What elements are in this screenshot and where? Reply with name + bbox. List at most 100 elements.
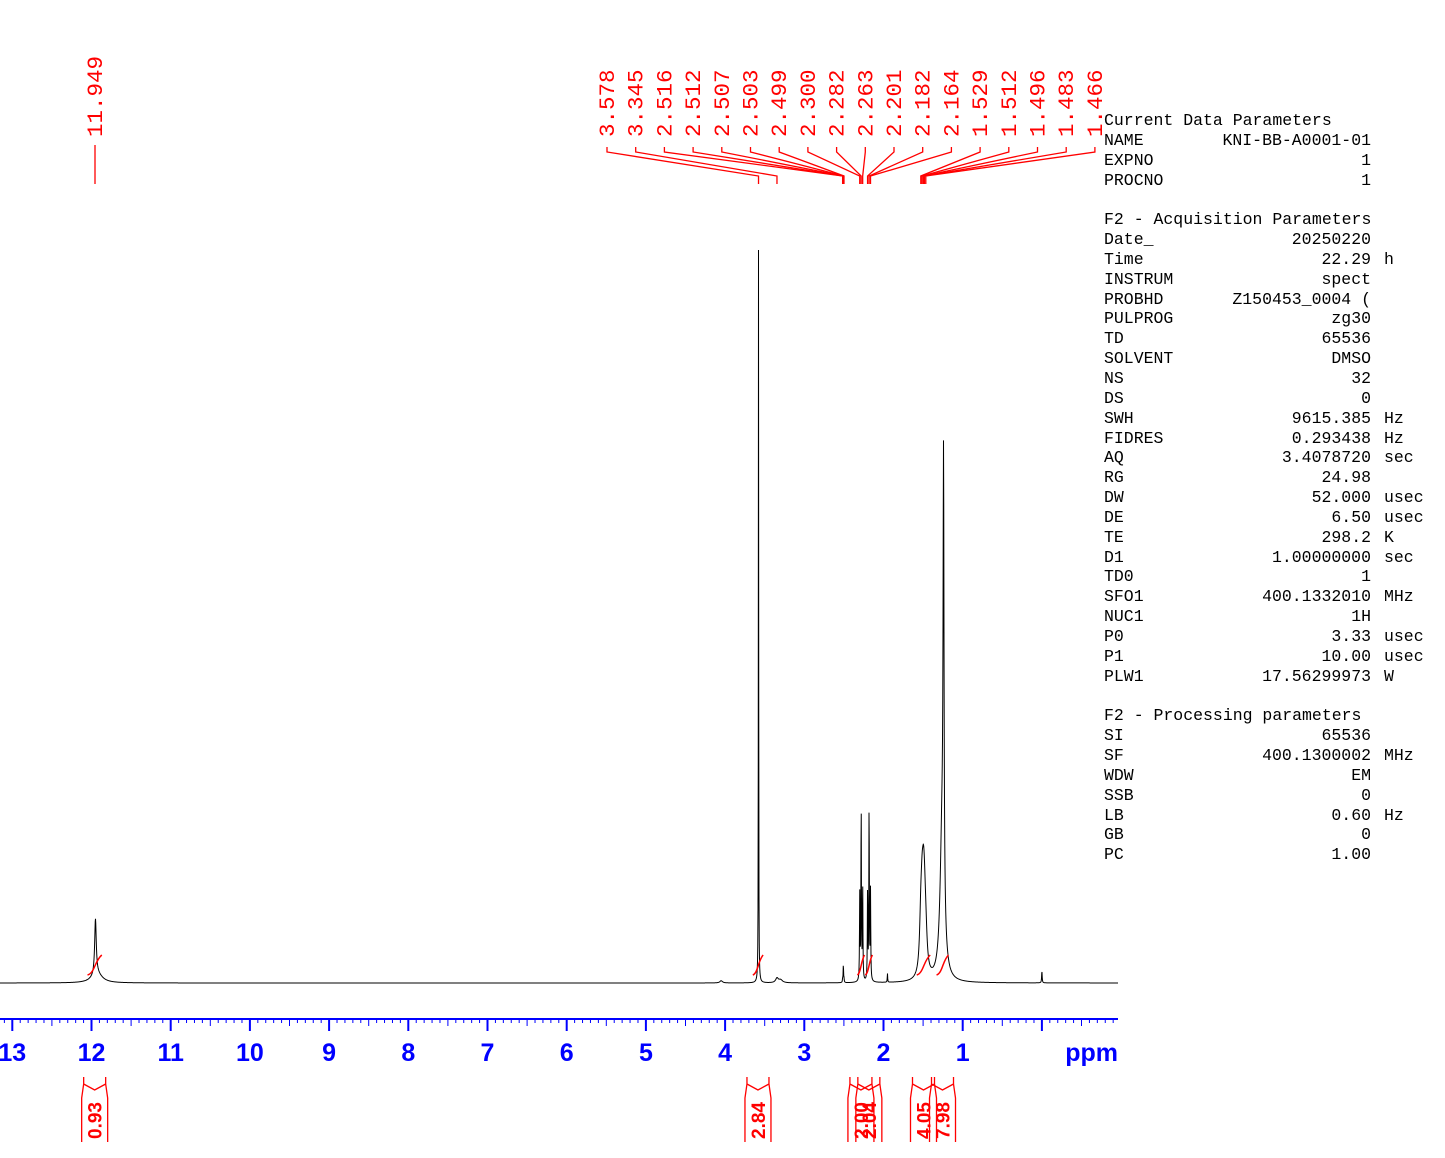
- current-params-list: NAME KNI-BB-A0001-01 EXPNO 1 PROCNO 1: [1104, 131, 1439, 191]
- param-value: 22.29: [1321, 249, 1371, 269]
- peak-label: 2.300: [796, 69, 822, 137]
- param-value: 400.1332010: [1262, 587, 1371, 607]
- x-tick-label: 5: [639, 1039, 653, 1067]
- integral-value: 2.84: [749, 1102, 770, 1139]
- param-unit: Hz: [1384, 805, 1404, 825]
- param-value: KNI-BB-A0001-01: [1222, 130, 1371, 150]
- processing-params-list: SI 65536 SF 400.1300002 MHz WDW EM SSB 0 LB 0.60 Hz…: [1104, 726, 1439, 865]
- peak-label-connector: [778, 147, 845, 184]
- integral-group: 0.93 2.84 2.002.04 4.057.98: [81, 954, 957, 1142]
- param-row-nuc1: NUC1 1H: [1104, 607, 1439, 627]
- peak-label-connector: [835, 147, 862, 184]
- param-row-si: SI 65536: [1104, 726, 1439, 746]
- param-row-pulprog: PULPROG zg30: [1104, 309, 1439, 329]
- param-value: 0.60: [1331, 805, 1371, 825]
- param-key: EXPNO: [1104, 150, 1154, 170]
- peak-label: 2.512: [681, 69, 707, 137]
- param-value: EM: [1351, 765, 1371, 785]
- param-key: LB: [1104, 805, 1124, 825]
- param-unit: Hz: [1384, 408, 1404, 428]
- peak-label: 2.507: [710, 69, 736, 137]
- param-value: 9615.385: [1291, 408, 1371, 428]
- param-key: PULPROG: [1104, 309, 1174, 329]
- param-row-dw: DW 52.000 usec: [1104, 488, 1439, 508]
- x-tick-label: 1: [956, 1039, 970, 1067]
- param-row-date: Date_ 20250220: [1104, 230, 1439, 250]
- param-unit: sec: [1384, 448, 1414, 468]
- param-unit: usec: [1384, 646, 1424, 666]
- param-value: 17.56299973: [1262, 666, 1371, 686]
- integral-value: 0.93: [86, 1102, 107, 1139]
- param-value: 1.00: [1331, 845, 1371, 865]
- peak-label-connector: [721, 147, 844, 184]
- peak-label-connector: [923, 147, 1067, 184]
- param-row-swh: SWH 9615.385 Hz: [1104, 409, 1439, 429]
- param-row-time: Time 22.29 h: [1104, 250, 1439, 270]
- param-row-plw1: PLW1 17.56299973 W: [1104, 667, 1439, 687]
- integral-value: 7.98: [934, 1102, 955, 1139]
- spectrum-trace: [0, 249, 1118, 984]
- integral-bracket: [81, 1077, 109, 1142]
- integral-bracket: [928, 1077, 957, 1142]
- integral-curve: [936, 954, 950, 976]
- peak-label: 2.164: [939, 69, 965, 137]
- param-value: 52.000: [1311, 488, 1371, 508]
- peak-label: 1.496: [1026, 69, 1052, 137]
- peak-label: 2.182: [911, 69, 937, 137]
- param-row-p0: P0 3.33 usec: [1104, 627, 1439, 647]
- param-row-gb: GB 0: [1104, 825, 1439, 845]
- param-row-p1: P1 10.00 usec: [1104, 647, 1439, 667]
- x-tick-label: 4: [718, 1039, 732, 1067]
- param-key: SSB: [1104, 785, 1134, 805]
- x-tick-label: 3: [797, 1039, 811, 1067]
- param-key: P0: [1104, 626, 1124, 646]
- param-value: 1.00000000: [1271, 547, 1371, 567]
- x-tick-label: 6: [560, 1039, 574, 1067]
- param-value: 298.2: [1321, 527, 1371, 547]
- param-unit: MHz: [1384, 587, 1414, 607]
- acquisition-params-list: Date_ 20250220 Time 22.29 h INSTRUM spect PROBH…: [1104, 230, 1439, 686]
- peak-labels: 11.949 3.578 3.345 2.516 2.512 2.507 2.503 2.49…: [83, 56, 1109, 184]
- param-key: SOLVENT: [1104, 349, 1174, 369]
- param-key: TE: [1104, 527, 1124, 547]
- param-key: GB: [1104, 825, 1124, 845]
- param-unit: usec: [1384, 507, 1424, 527]
- param-value: 1: [1361, 567, 1371, 587]
- param-row-ssb: SSB 0: [1104, 786, 1439, 806]
- param-unit: sec: [1384, 547, 1414, 567]
- integral-bracket: [744, 1077, 772, 1142]
- x-axis-label: ppm: [1065, 1039, 1118, 1067]
- spectrum-trace-group: [0, 249, 1118, 984]
- x-tick-label: 7: [481, 1039, 495, 1067]
- param-row-pc: PC 1.00: [1104, 845, 1439, 865]
- param-row-procno: PROCNO 1: [1104, 171, 1439, 191]
- parameters-panel: Current Data Parameters NAME KNI-BB-A0001…: [1104, 111, 1439, 865]
- param-value: 1H: [1351, 607, 1371, 627]
- ppm-axis: 13 12 11 10 9 8 7 6 5 4 3 2 1: [0, 1018, 1118, 1067]
- x-tick-label: 2: [877, 1039, 891, 1067]
- param-value: 6.50: [1331, 507, 1371, 527]
- param-unit: h: [1384, 249, 1394, 269]
- param-value: 400.1300002: [1262, 746, 1371, 765]
- param-key: PROBHD: [1104, 289, 1164, 309]
- param-key: PLW1: [1104, 666, 1144, 686]
- param-row-wdw: WDW EM: [1104, 766, 1439, 786]
- processing-params-title: F2 - Processing parameters: [1104, 706, 1362, 726]
- peak-label-connector: [868, 147, 924, 184]
- integral-bracket: [847, 1077, 875, 1142]
- param-key: FIDRES: [1104, 428, 1164, 448]
- param-value: 0.293438: [1291, 428, 1371, 448]
- param-value: 65536: [1321, 329, 1371, 349]
- param-value: 65536: [1321, 726, 1371, 746]
- param-key: Time: [1104, 249, 1144, 269]
- x-tick-label: 12: [78, 1039, 106, 1067]
- peak-label: 11.949: [83, 56, 109, 137]
- param-row-de: DE 6.50 usec: [1104, 508, 1439, 528]
- param-unit: K: [1384, 527, 1394, 547]
- param-key: PC: [1104, 845, 1124, 865]
- peak-label: 1.466: [1083, 69, 1109, 137]
- param-row-lb: LB 0.60 Hz: [1104, 806, 1439, 826]
- param-row-sfo1: SFO1 400.1332010 MHz: [1104, 587, 1439, 607]
- param-unit: usec: [1384, 626, 1424, 646]
- x-tick-label: 11: [157, 1039, 184, 1067]
